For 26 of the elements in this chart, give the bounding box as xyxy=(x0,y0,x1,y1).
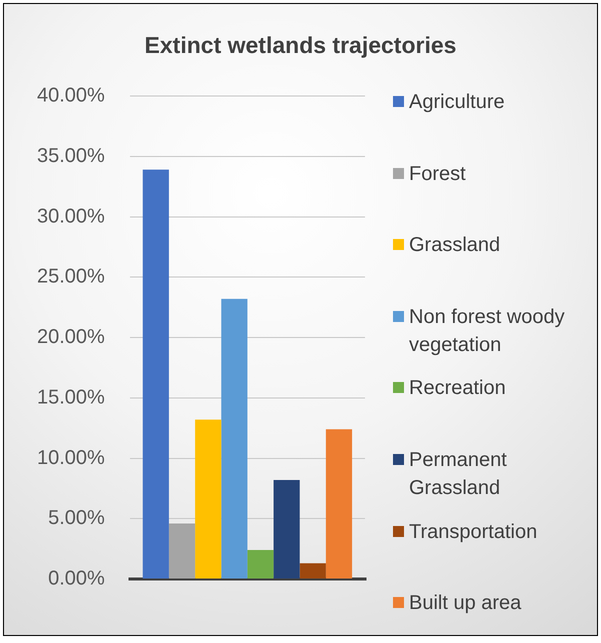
y-tick-label: 10.00% xyxy=(36,446,106,469)
y-tick-label: 5.00% xyxy=(48,507,106,530)
y-tick-label: 30.00% xyxy=(36,205,106,228)
y-tick-label: 40.00% xyxy=(36,84,106,107)
legend-label: Forest xyxy=(409,162,467,187)
y-tick-label: 0.00% xyxy=(48,568,106,590)
legend-label: Non forest woody vegetation xyxy=(409,304,566,358)
bar xyxy=(168,523,196,578)
chart-title: Extinct wetlands trajectories xyxy=(144,32,458,59)
bar xyxy=(300,563,326,578)
y-tick-label: 20.00% xyxy=(36,326,106,348)
legend-label: Transportation xyxy=(409,520,538,545)
legend-label: Grassland xyxy=(409,233,502,258)
legend-label: Permanent Grassland xyxy=(409,448,508,501)
bar xyxy=(142,170,169,578)
bar xyxy=(326,429,352,578)
y-tick-label: 25.00% xyxy=(36,266,106,288)
legend-label: Agriculture xyxy=(409,90,506,115)
y-tick-label: 35.00% xyxy=(36,144,106,167)
bar xyxy=(221,298,248,578)
y-tick-label: 15.00% xyxy=(36,386,106,408)
bar xyxy=(195,420,222,578)
legend-label: Built up area xyxy=(409,591,522,616)
legend-label: Recreation xyxy=(409,376,507,402)
bar xyxy=(274,480,300,578)
bar xyxy=(247,550,274,578)
